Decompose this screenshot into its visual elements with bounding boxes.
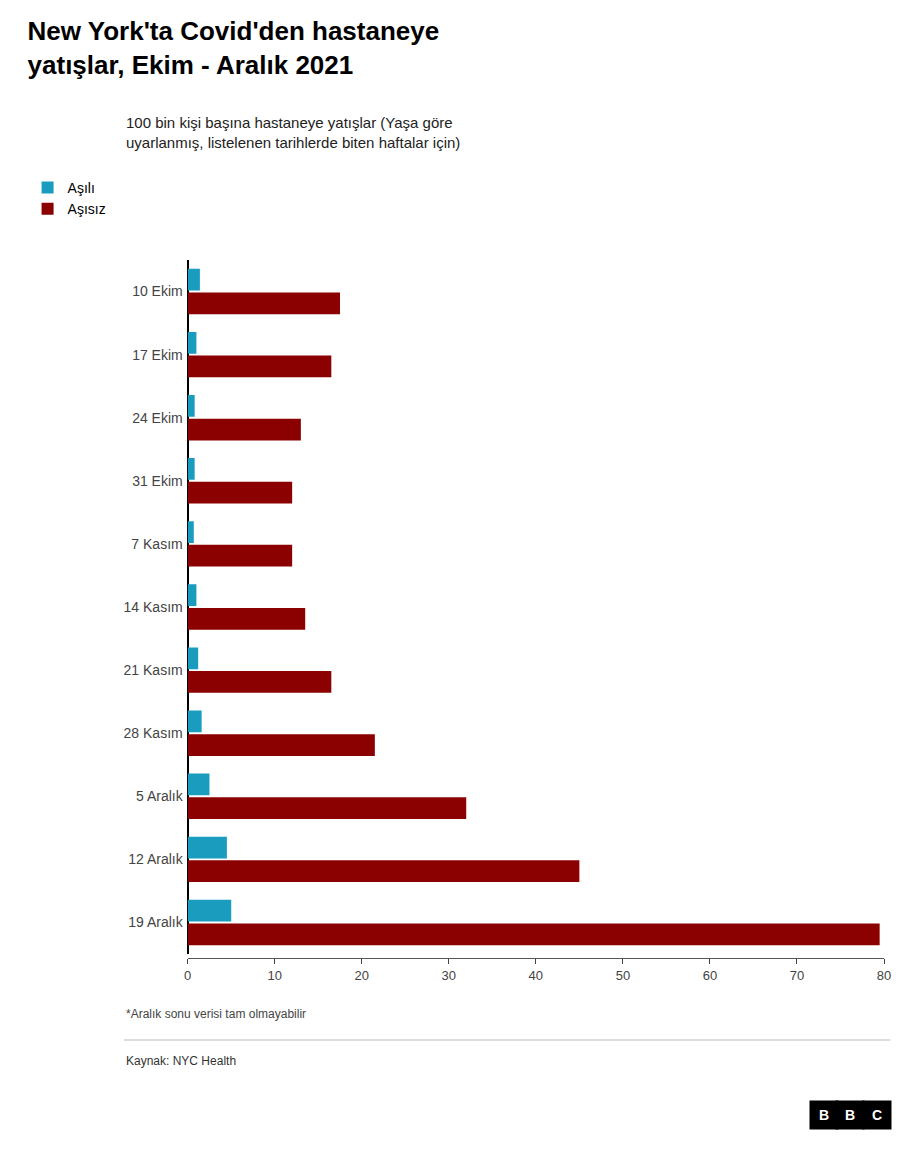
svg-text:20: 20: [355, 968, 369, 983]
svg-text:Aşısız: Aşısız: [68, 201, 106, 217]
svg-text:7 Kasım: 7 Kasım: [131, 536, 182, 552]
svg-text:0: 0: [184, 968, 191, 983]
svg-text:10: 10: [268, 968, 282, 983]
svg-text:31 Ekim: 31 Ekim: [132, 473, 183, 489]
svg-text:10 Ekim: 10 Ekim: [132, 283, 183, 299]
svg-text:30: 30: [442, 968, 456, 983]
svg-text:50: 50: [616, 968, 630, 983]
svg-text:Aşılı: Aşılı: [68, 180, 95, 196]
svg-text:B: B: [845, 1107, 855, 1123]
svg-text:24 Ekim: 24 Ekim: [132, 410, 183, 426]
svg-text:17 Ekim: 17 Ekim: [132, 347, 183, 363]
svg-text:60: 60: [703, 968, 717, 983]
svg-text:100 bin kişi başına hastaneye: 100 bin kişi başına hastaneye yatışlar (…: [126, 114, 460, 151]
svg-text:80: 80: [877, 968, 891, 983]
svg-text:21 Kasım: 21 Kasım: [124, 662, 183, 678]
svg-text:C: C: [872, 1107, 882, 1123]
svg-text:40: 40: [529, 968, 543, 983]
svg-text:Kaynak: NYC Health: Kaynak: NYC Health: [126, 1054, 236, 1068]
svg-text:14 Kasım: 14 Kasım: [124, 599, 183, 615]
svg-text:19 Aralık: 19 Aralık: [128, 914, 183, 930]
svg-text:70: 70: [790, 968, 804, 983]
svg-text:*Aralık sonu verisi tam olmaya: *Aralık sonu verisi tam olmayabilir: [126, 1007, 306, 1021]
svg-text:B: B: [819, 1107, 829, 1123]
svg-text:New York'ta Covid'den hastaney: New York'ta Covid'den hastaneyeyatışlar,…: [28, 16, 440, 80]
svg-text:28 Kasım: 28 Kasım: [124, 725, 183, 741]
svg-text:5 Aralık: 5 Aralık: [136, 788, 184, 804]
svg-text:12 Aralık: 12 Aralık: [128, 851, 183, 867]
